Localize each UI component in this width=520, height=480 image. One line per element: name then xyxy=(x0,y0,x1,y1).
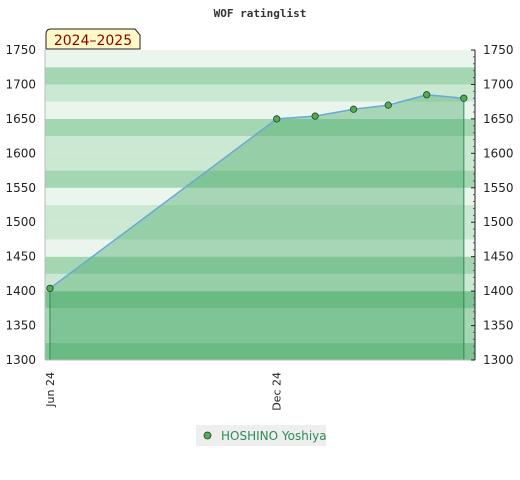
y-tick-label-left: 1300 xyxy=(5,353,36,367)
background-bands xyxy=(45,50,475,360)
legend-box xyxy=(196,425,326,446)
legend[interactable]: HOSHINO Yoshiya xyxy=(196,425,327,446)
band xyxy=(45,222,475,240)
band xyxy=(45,256,475,274)
y-tick-label-left: 1350 xyxy=(5,319,36,333)
chart-title: WOF ratinglist xyxy=(214,7,307,20)
y-tick-label-right: 1500 xyxy=(483,215,514,229)
data-point xyxy=(460,94,468,102)
y-axis-left: 1300 1350 1400 1450 1500 1550 1600 1650 1700 1750 xyxy=(5,43,36,367)
band xyxy=(45,136,475,154)
band xyxy=(45,67,475,85)
data-points xyxy=(46,91,468,292)
y-tick-label-right: 1450 xyxy=(483,250,514,264)
y-tick-label-right: 1700 xyxy=(483,77,514,91)
season-badge-box xyxy=(45,28,141,50)
y-tick-label-left: 1750 xyxy=(5,43,36,57)
band xyxy=(45,291,475,309)
band xyxy=(45,187,475,205)
band xyxy=(45,205,475,223)
band xyxy=(45,342,475,360)
y-tick-label-right: 1350 xyxy=(483,319,514,333)
y-axis-right: 1300 1350 1400 1450 1500 1550 1600 1650 1700 1750 xyxy=(471,43,514,367)
y-tick-label-right: 1400 xyxy=(483,284,514,298)
band xyxy=(45,153,475,171)
axes xyxy=(44,50,476,361)
y-tick-label-right: 1650 xyxy=(483,112,514,126)
band xyxy=(45,325,475,343)
y-tick-label-left: 1550 xyxy=(5,181,36,195)
y-tick-label-left: 1650 xyxy=(5,112,36,126)
y-tick-label-right: 1600 xyxy=(483,146,514,160)
y-tick-label-left: 1450 xyxy=(5,250,36,264)
band xyxy=(45,273,475,292)
data-point xyxy=(273,115,281,123)
band xyxy=(45,101,475,119)
legend-label: HOSHINO Yoshiya xyxy=(221,429,327,443)
band xyxy=(45,170,475,188)
series-area xyxy=(49,94,464,361)
band xyxy=(45,239,475,257)
legend-marker xyxy=(203,431,212,440)
band xyxy=(45,118,475,137)
data-point xyxy=(311,112,319,120)
y-tick-label-left: 1700 xyxy=(5,77,36,91)
y-tick-label-right: 1750 xyxy=(483,43,514,57)
data-point xyxy=(423,91,431,99)
band xyxy=(45,308,475,326)
y-tick-label-right: 1300 xyxy=(483,353,514,367)
y-tick-label-left: 1400 xyxy=(5,284,36,298)
x-axis: Jun 24 Dec 24 xyxy=(44,372,284,411)
data-point xyxy=(46,284,54,292)
x-tick-label: Dec 24 xyxy=(271,372,284,411)
season-badge-label: 2024–2025 xyxy=(54,33,132,49)
y-tick-label-left: 1600 xyxy=(5,146,36,160)
data-point xyxy=(349,105,358,113)
band xyxy=(45,84,475,102)
band xyxy=(45,50,475,68)
y-tick-label-right: 1550 xyxy=(483,181,514,195)
data-point xyxy=(384,101,392,109)
season-badge: 2024–2025 xyxy=(45,28,141,50)
y-tick-label-left: 1500 xyxy=(5,215,36,229)
x-tick-label: Jun 24 xyxy=(44,372,57,408)
